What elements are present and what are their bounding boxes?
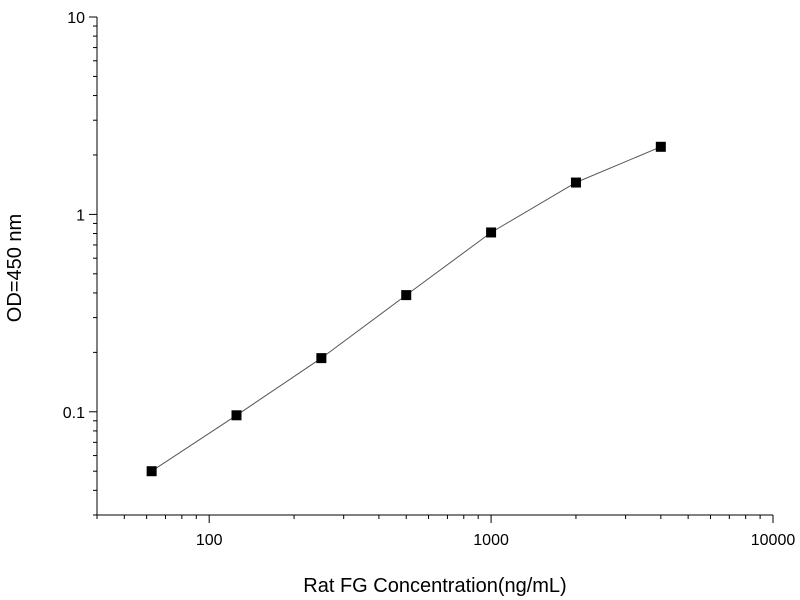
series-line bbox=[151, 146, 661, 472]
x-axis-ticks: 100 1000 10000 bbox=[96, 515, 796, 549]
y-axis-ticks: 0.1 1 10 bbox=[63, 10, 97, 516]
y-tick-label: 1 bbox=[76, 207, 85, 224]
data-point bbox=[146, 466, 157, 477]
data-series bbox=[146, 141, 666, 477]
data-point bbox=[570, 177, 581, 188]
data-point bbox=[401, 290, 412, 301]
data-point bbox=[316, 353, 327, 364]
data-point bbox=[655, 141, 666, 152]
x-tick-label: 100 bbox=[196, 532, 223, 549]
y-tick-label: 0.1 bbox=[63, 405, 85, 422]
data-point bbox=[486, 227, 497, 238]
y-tick-label: 10 bbox=[67, 10, 85, 27]
x-tick-label: 1000 bbox=[473, 532, 509, 549]
x-axis-title: Rat FG Concentration(ng/mL) bbox=[303, 575, 566, 597]
data-point bbox=[231, 410, 242, 421]
y-axis-title: OD=450 nm bbox=[4, 214, 26, 322]
x-tick-label: 10000 bbox=[751, 532, 796, 549]
